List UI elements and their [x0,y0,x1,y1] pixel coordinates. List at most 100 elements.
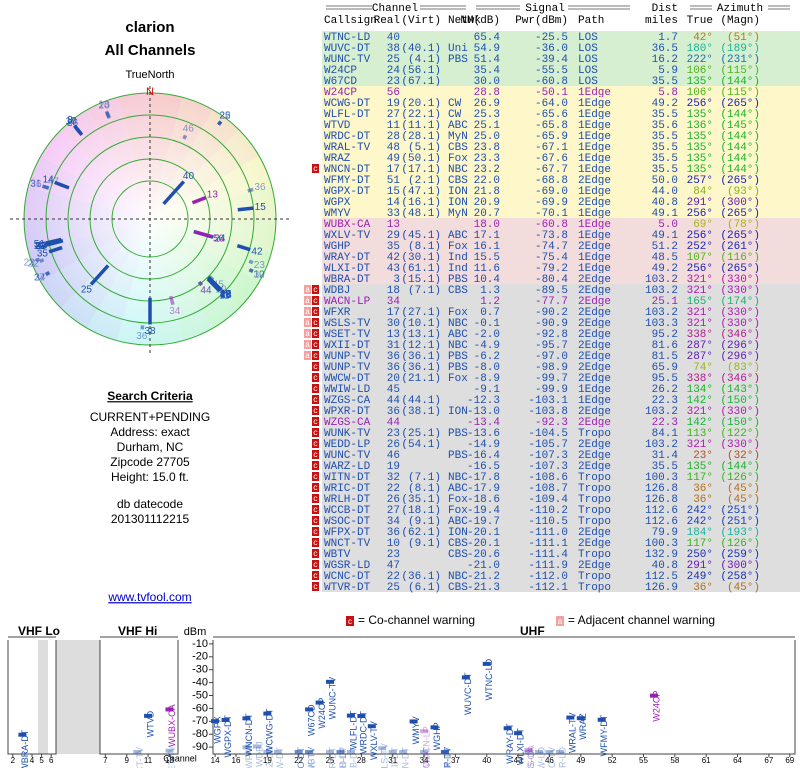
cell-az: 242° [687,505,713,517]
cell-path: Tropo [578,582,611,594]
cell-call: WZGS-CA [324,395,371,407]
cell-az: 256° [687,98,713,110]
criteria-line: Zipcode 27705 [110,455,190,469]
cell-netwk: PBS [448,428,468,440]
cell-nm: 25.1 [474,120,501,132]
station-label: 38 [144,326,156,337]
station-level [440,750,449,754]
cell-nm: 18.0 [474,219,500,231]
warning-letter: c [313,440,318,449]
cell-magn: (259°) [720,549,760,561]
cell-virt: (9.1) [408,538,441,550]
cell-dist: 81.6 [652,340,678,352]
x-tick-label: 69 [785,756,794,765]
cell-real: 34 [387,516,401,528]
station-level [535,750,544,754]
row-bg [322,108,800,119]
cell-path: LOS [578,43,598,55]
cell-az: 107° [687,252,713,264]
warning-icon [312,417,319,426]
station-label: 17 [66,116,78,127]
station-level [165,748,174,753]
cell-nm: 25.0 [474,131,500,143]
station-call: WTNC-LD [484,658,494,700]
cell-az: 142° [687,417,713,429]
row-bg [322,251,800,262]
cell-netwk: Ind [448,252,468,264]
y-tick-label: -70 [192,715,208,727]
group-label: Channel [372,3,418,15]
cell-real: 51 [387,175,401,187]
row-bg [322,196,800,207]
station-label: 27 [220,289,232,300]
x-tick-label: 14 [211,756,220,765]
station-label: 34 [169,306,181,317]
cell-real: 35 [387,241,400,253]
station-level [294,750,303,754]
station-bar [44,270,51,276]
cell-virt: (7.1) [408,285,441,297]
x-tick-label: 25 [326,756,335,765]
cell-az: 84° [693,186,713,198]
station-level [326,679,335,684]
cell-az: 106° [687,65,713,77]
row-bg [322,174,800,185]
cell-call: WUBX-CA [324,219,371,231]
station-level [144,713,153,718]
station-call: WNCT-TV [135,747,145,768]
row-bg [322,273,800,284]
row-bg [322,449,800,460]
cell-magn: (258°) [720,571,760,583]
cell-netwk: NBC [448,571,468,583]
station-call: WRAZ [578,713,588,740]
row-bg [322,141,800,152]
cell-netwk: ION [448,406,468,418]
warning-letter: c [313,385,318,394]
cell-path: Tropo [578,494,611,506]
station-level [294,750,303,754]
cell-pwr: -60.8 [535,76,568,88]
cell-dist: 103.2 [645,439,678,451]
cell-pwr: -111.4 [528,549,568,561]
cell-nm: -8.9 [474,373,500,385]
cell-netwk: Fox [448,505,468,517]
cell-magn: (115°) [720,87,760,99]
row-bg [322,64,800,75]
legend-icon [346,616,354,626]
warning-icon [304,340,311,349]
cell-pwr: -98.9 [535,362,568,374]
cell-nm: -4.9 [474,340,500,352]
cell-pwr: -92.8 [535,329,568,341]
cell-az: 287° [687,340,713,352]
warning-icon [304,351,311,360]
cell-az: 135° [687,131,713,143]
cell-path: 2Edge [578,560,611,572]
cell-pwr: -69.9 [535,197,568,209]
row-bg [322,240,800,251]
cell-netwk: PBS [448,274,468,286]
column-header: True [687,15,713,27]
cell-call: WLXI-DT [324,263,371,275]
cell-pwr: -50.1 [535,87,568,99]
cell-virt: (56.1) [401,65,441,77]
cell-virt: (9.1) [408,516,441,528]
station-label: 23 [254,260,266,271]
row-bg [322,306,800,317]
station-label: 36 [30,179,42,190]
station-call: WRAL-TV [568,713,578,754]
column-header: Pwr(dBm) [515,15,568,27]
cell-call: WWIW-LD [324,384,371,396]
cell-real: 22 [387,483,400,495]
warning-letter: c [313,363,318,372]
station-bar [197,280,204,287]
station-call: WBTV [307,747,317,768]
cell-pwr: -65.6 [535,109,568,121]
station-label: 13 [98,99,110,110]
warning-letter: c [313,561,318,570]
legend-icon-letter: a [558,617,563,626]
cell-virt: (27.1) [401,307,441,319]
site-link[interactable]: www.tvfool.com [107,590,191,604]
warning-letter: c [313,165,318,174]
cell-pwr: -70.1 [535,208,568,220]
cell-path: 1Edge [578,164,611,176]
